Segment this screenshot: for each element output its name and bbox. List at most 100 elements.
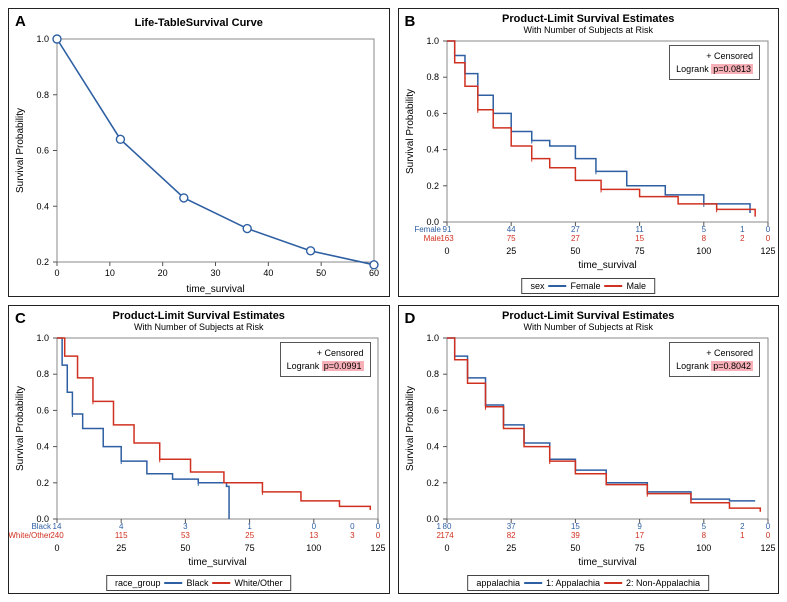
svg-text:5: 5 xyxy=(701,522,706,531)
svg-text:8: 8 xyxy=(701,531,706,540)
svg-text:27: 27 xyxy=(570,234,579,243)
svg-text:1.0: 1.0 xyxy=(426,36,439,46)
svg-text:4: 4 xyxy=(119,522,124,531)
panel-c-title: Product-Limit Survival Estimates xyxy=(9,310,389,322)
svg-text:75: 75 xyxy=(245,543,255,553)
svg-text:Survival Probability: Survival Probability xyxy=(15,386,26,471)
svg-text:0: 0 xyxy=(444,543,449,553)
svg-text:240: 240 xyxy=(50,531,64,540)
panel-b: B Product-Limit Survival EstimatesWith N… xyxy=(398,8,780,297)
svg-text:115: 115 xyxy=(115,531,128,540)
svg-text:0.6: 0.6 xyxy=(36,146,49,156)
svg-text:91: 91 xyxy=(442,225,451,234)
svg-text:25: 25 xyxy=(506,246,516,256)
svg-text:14: 14 xyxy=(53,522,62,531)
panel-b-title: Product-Limit Survival Estimates xyxy=(399,13,779,25)
panel-a: A Life-TableSurvival Curve01020304050600… xyxy=(8,8,390,297)
svg-text:25: 25 xyxy=(116,543,126,553)
svg-text:Male: Male xyxy=(423,234,441,243)
svg-text:0.6: 0.6 xyxy=(426,405,439,415)
panel-letter-c: C xyxy=(15,310,26,327)
svg-text:125: 125 xyxy=(760,246,775,256)
svg-text:2: 2 xyxy=(740,522,745,531)
svg-text:53: 53 xyxy=(181,531,190,540)
svg-text:0.2: 0.2 xyxy=(36,478,49,488)
svg-text:0.8: 0.8 xyxy=(36,369,49,379)
svg-text:8: 8 xyxy=(701,234,706,243)
svg-text:11: 11 xyxy=(635,225,644,234)
svg-text:0.4: 0.4 xyxy=(36,201,49,211)
svg-text:2: 2 xyxy=(740,234,745,243)
svg-text:174: 174 xyxy=(440,531,454,540)
svg-text:Survival Probability: Survival Probability xyxy=(15,108,26,193)
svg-text:125: 125 xyxy=(370,543,385,553)
svg-text:0.2: 0.2 xyxy=(426,478,439,488)
svg-text:25: 25 xyxy=(506,543,516,553)
svg-text:0.2: 0.2 xyxy=(36,257,49,267)
svg-text:80: 80 xyxy=(442,522,451,531)
svg-text:0: 0 xyxy=(376,522,381,531)
svg-text:time_survival: time_survival xyxy=(578,557,636,568)
svg-text:15: 15 xyxy=(635,234,644,243)
svg-text:time_survival: time_survival xyxy=(578,260,636,271)
svg-text:15: 15 xyxy=(570,522,579,531)
svg-text:time_survival: time_survival xyxy=(188,557,246,568)
svg-text:50: 50 xyxy=(570,246,580,256)
svg-text:White/Other: White/Other xyxy=(9,531,51,540)
svg-text:Survival Probability: Survival Probability xyxy=(405,89,416,174)
panel-a-title: Life-TableSurvival Curve xyxy=(135,17,263,29)
svg-text:1.0: 1.0 xyxy=(36,333,49,343)
svg-text:Female: Female xyxy=(414,225,441,234)
svg-text:0.6: 0.6 xyxy=(426,108,439,118)
svg-text:60: 60 xyxy=(369,268,379,278)
legend-c: race_groupBlackWhite/Other xyxy=(106,575,292,591)
logrank-box-c: + CensoredLogrank p=0.0991 xyxy=(280,342,371,377)
svg-text:30: 30 xyxy=(210,268,220,278)
svg-text:9: 9 xyxy=(637,522,642,531)
svg-text:0: 0 xyxy=(350,522,355,531)
svg-text:125: 125 xyxy=(760,543,775,553)
svg-text:0.8: 0.8 xyxy=(426,72,439,82)
panel-b-subtitle: With Number of Subjects at Risk xyxy=(399,25,779,35)
svg-text:75: 75 xyxy=(634,246,644,256)
svg-text:0.6: 0.6 xyxy=(36,405,49,415)
panel-letter-d: D xyxy=(405,310,416,327)
svg-text:0: 0 xyxy=(765,522,770,531)
svg-text:37: 37 xyxy=(506,522,515,531)
svg-text:100: 100 xyxy=(696,543,711,553)
svg-text:82: 82 xyxy=(506,531,515,540)
svg-text:0: 0 xyxy=(765,225,770,234)
svg-text:0.4: 0.4 xyxy=(36,442,49,452)
svg-text:100: 100 xyxy=(696,246,711,256)
svg-text:Black: Black xyxy=(31,522,52,531)
panel-c: C Product-Limit Survival EstimatesWith N… xyxy=(8,305,390,594)
svg-text:0: 0 xyxy=(54,543,59,553)
svg-text:44: 44 xyxy=(506,225,515,234)
svg-text:3: 3 xyxy=(350,531,355,540)
svg-text:75: 75 xyxy=(506,234,515,243)
svg-text:0: 0 xyxy=(376,531,381,540)
svg-text:50: 50 xyxy=(180,543,190,553)
figure-grid: A Life-TableSurvival Curve01020304050600… xyxy=(8,8,779,594)
panel-letter-a: A xyxy=(15,13,26,30)
legend-b: sexFemaleMale xyxy=(521,278,655,294)
svg-text:163: 163 xyxy=(440,234,454,243)
svg-text:3: 3 xyxy=(183,522,188,531)
svg-text:0.4: 0.4 xyxy=(426,442,439,452)
svg-text:10: 10 xyxy=(105,268,115,278)
svg-text:13: 13 xyxy=(309,531,318,540)
svg-text:0.2: 0.2 xyxy=(426,181,439,191)
svg-text:1.0: 1.0 xyxy=(36,34,49,44)
svg-text:100: 100 xyxy=(306,543,321,553)
svg-text:50: 50 xyxy=(316,268,326,278)
svg-text:39: 39 xyxy=(570,531,579,540)
logrank-box-d: + CensoredLogrank p=0.8042 xyxy=(669,342,760,377)
svg-text:0.4: 0.4 xyxy=(426,145,439,155)
panel-d-subtitle: With Number of Subjects at Risk xyxy=(399,322,779,332)
svg-text:17: 17 xyxy=(635,531,644,540)
svg-text:Survival Probability: Survival Probability xyxy=(405,386,416,471)
panel-letter-b: B xyxy=(405,13,416,30)
svg-text:75: 75 xyxy=(634,543,644,553)
svg-text:1: 1 xyxy=(436,522,441,531)
svg-text:time_survival: time_survival xyxy=(186,284,244,295)
